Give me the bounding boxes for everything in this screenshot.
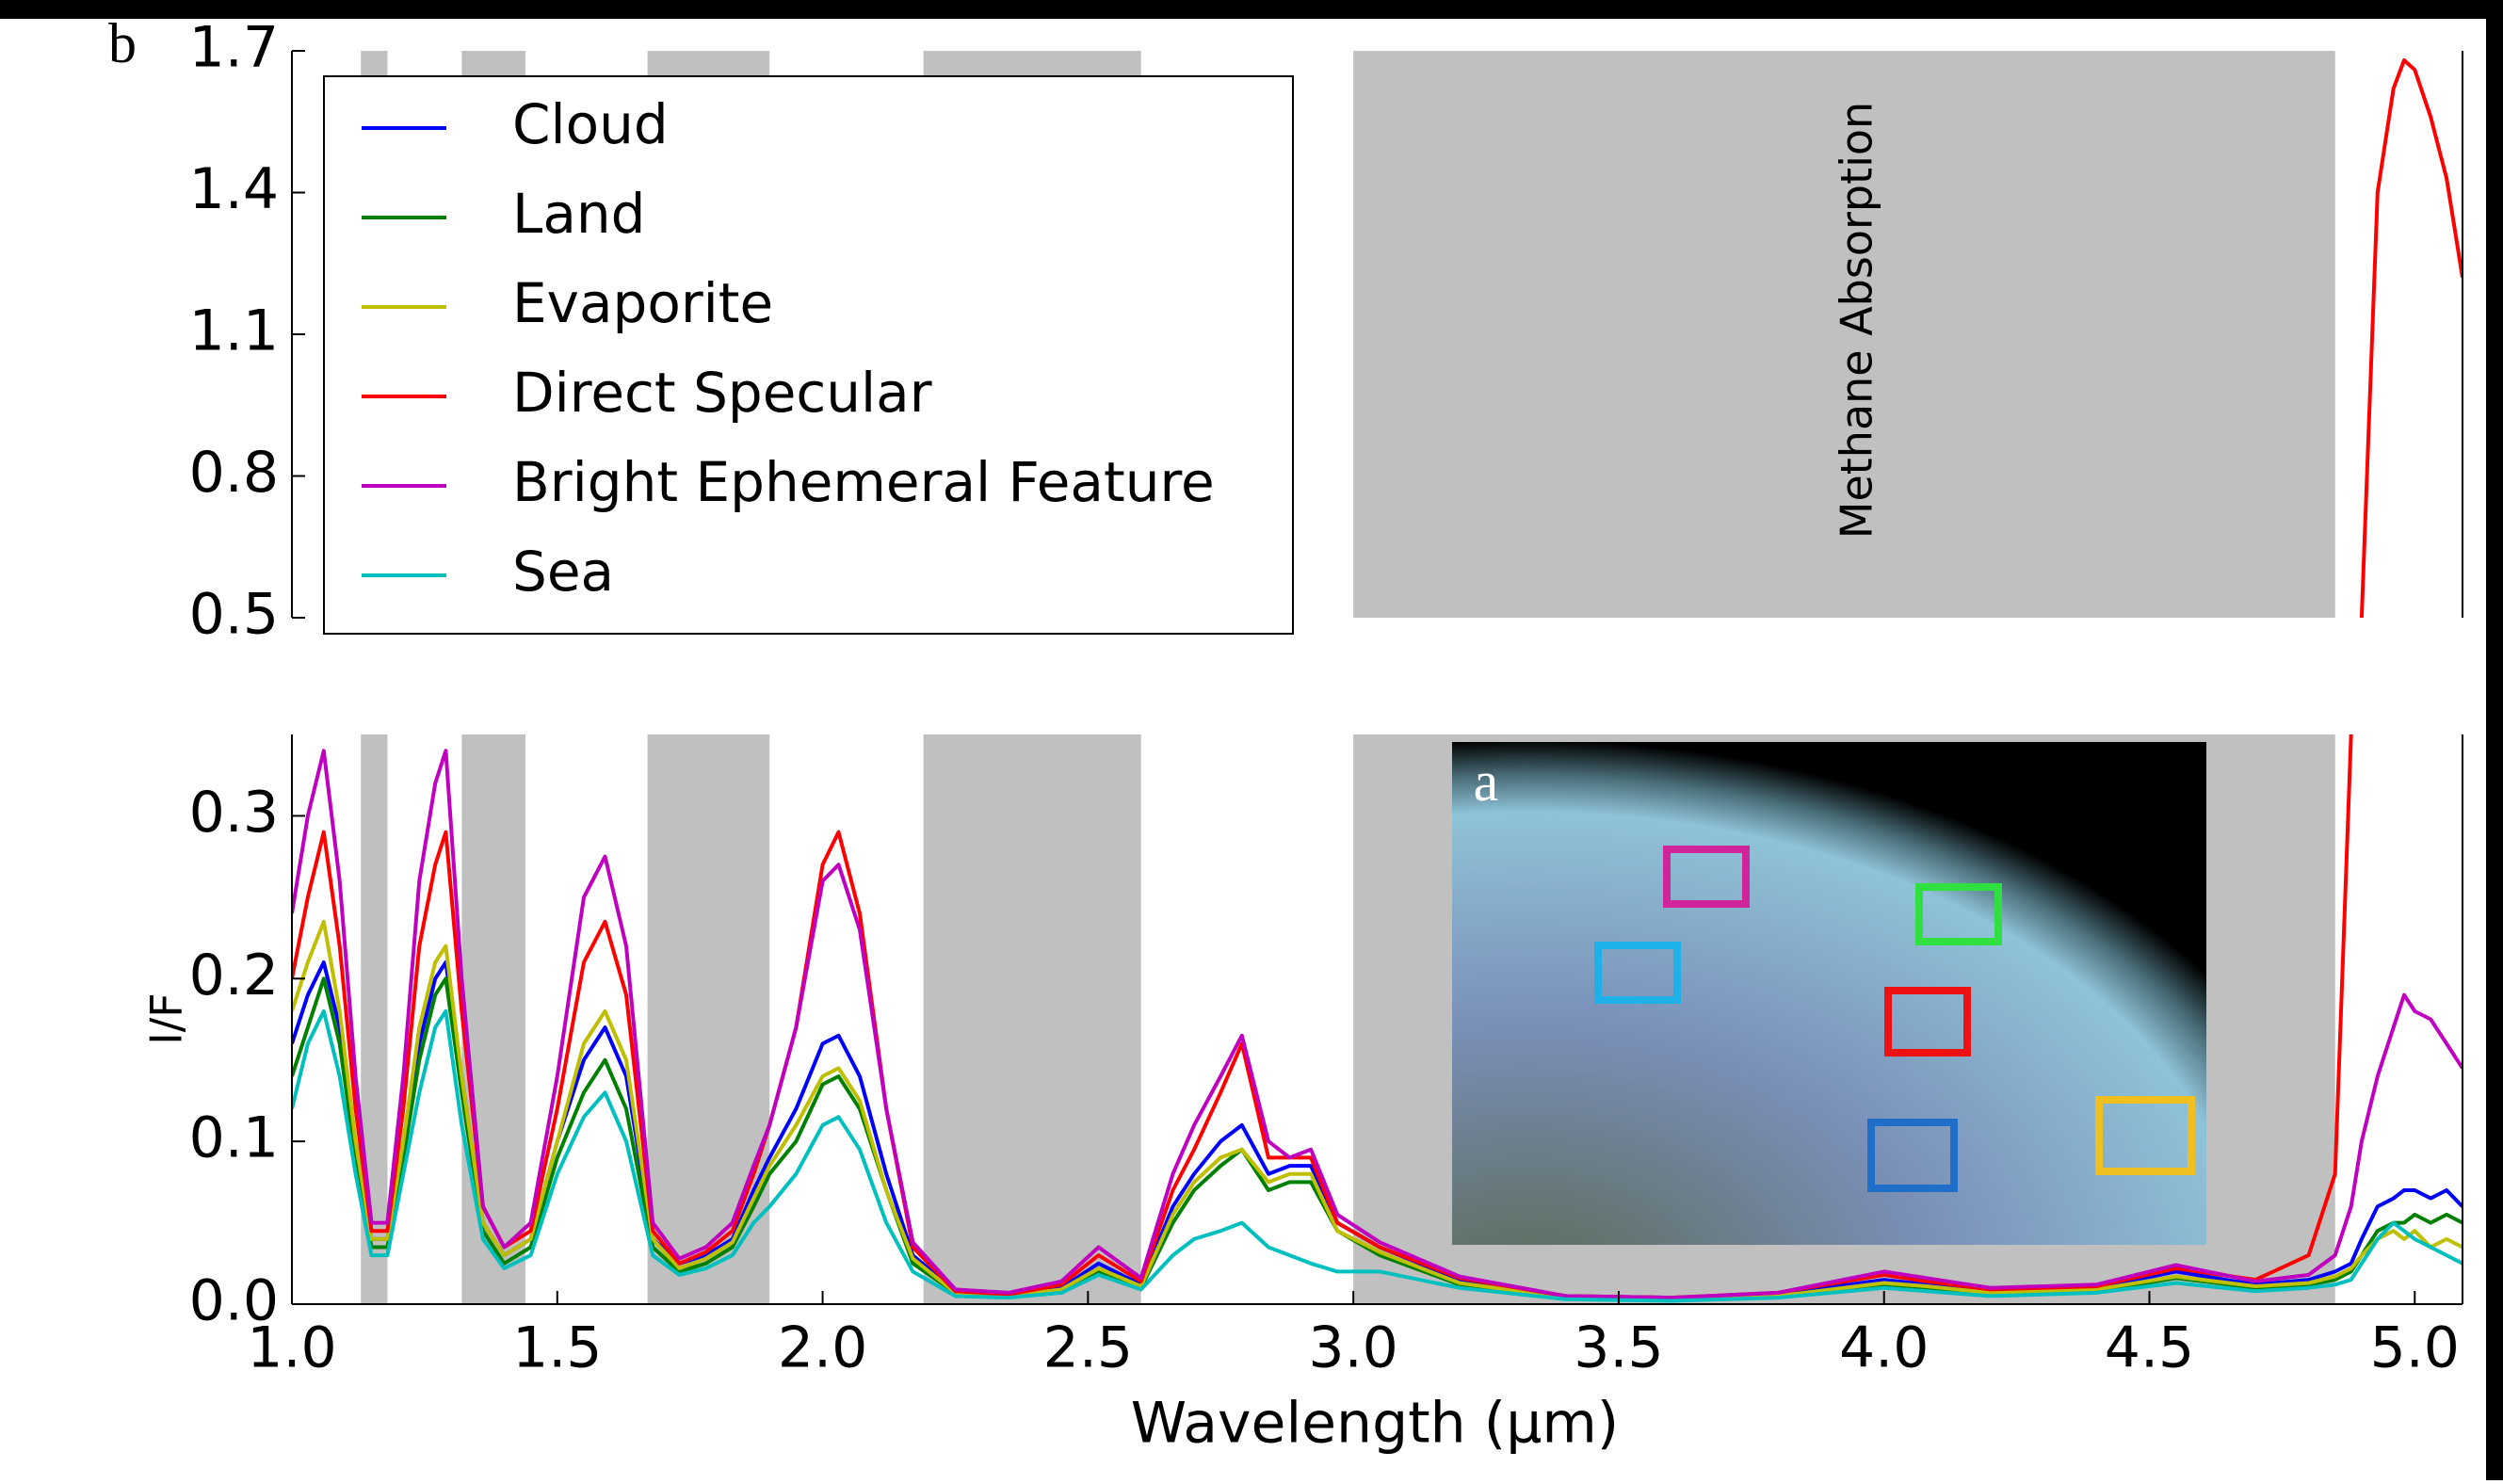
x-tick-label: 1.0 <box>247 1315 336 1381</box>
series-line <box>292 734 2353 1300</box>
legend-label: Evaporite <box>512 271 773 335</box>
legend-label: Land <box>512 182 645 246</box>
region-box <box>1594 942 1681 1004</box>
x-axis-label: Wavelength (μm) <box>1131 1391 1619 1457</box>
region-box <box>1663 846 1750 908</box>
y-tick-label: 0.1 <box>189 1105 279 1171</box>
annotation: Methane Absorption <box>1832 102 1882 539</box>
inset-photo <box>1452 742 2206 1245</box>
y-tick-label: 0.8 <box>189 440 279 506</box>
shaded-region <box>461 734 525 1304</box>
x-tick-label: 2.5 <box>1043 1315 1133 1381</box>
legend-label: Bright Ephemeral Feature <box>512 450 1215 514</box>
y-tick-label: 1.4 <box>189 156 279 222</box>
series-line <box>292 1008 2463 1303</box>
y-tick-label: 0.3 <box>189 780 279 846</box>
shaded-region <box>923 734 1141 1304</box>
y-tick-label: 1.7 <box>189 15 279 81</box>
region-box <box>1915 883 2002 945</box>
series-line <box>292 919 2463 1301</box>
x-tick-label: 5.0 <box>2370 1315 2460 1381</box>
y-axis-label: I/F <box>141 992 192 1045</box>
region-box <box>2095 1096 2195 1175</box>
x-tick-label: 4.0 <box>1839 1315 1929 1381</box>
legend-label: Direct Specular <box>512 361 932 425</box>
top-border <box>0 0 2503 19</box>
region-box <box>1884 987 1971 1057</box>
x-tick-label: 2.0 <box>778 1315 867 1381</box>
x-tick-label: 3.0 <box>1308 1315 1397 1381</box>
legend-box <box>323 75 1294 635</box>
y-tick-label: 0.0 <box>189 1268 279 1334</box>
legend-label: Cloud <box>512 92 669 156</box>
x-tick-label: 1.5 <box>512 1315 602 1381</box>
region-box <box>1867 1119 1958 1192</box>
shaded-region <box>647 734 770 1304</box>
y-tick-label: 0.2 <box>189 943 279 1008</box>
shaded-region <box>1353 51 2335 618</box>
inset-image: a <box>1452 742 2206 1245</box>
right-border <box>2486 0 2503 1480</box>
inset-label: a <box>1474 750 1499 813</box>
x-tick-label: 4.5 <box>2105 1315 2194 1381</box>
y-tick-label: 1.1 <box>189 298 279 364</box>
y-tick-label: 0.5 <box>189 582 279 648</box>
series-line <box>292 749 2463 1300</box>
legend-label: Sea <box>512 540 614 604</box>
panel-label: b <box>108 12 137 74</box>
x-tick-label: 3.5 <box>1574 1315 1663 1381</box>
